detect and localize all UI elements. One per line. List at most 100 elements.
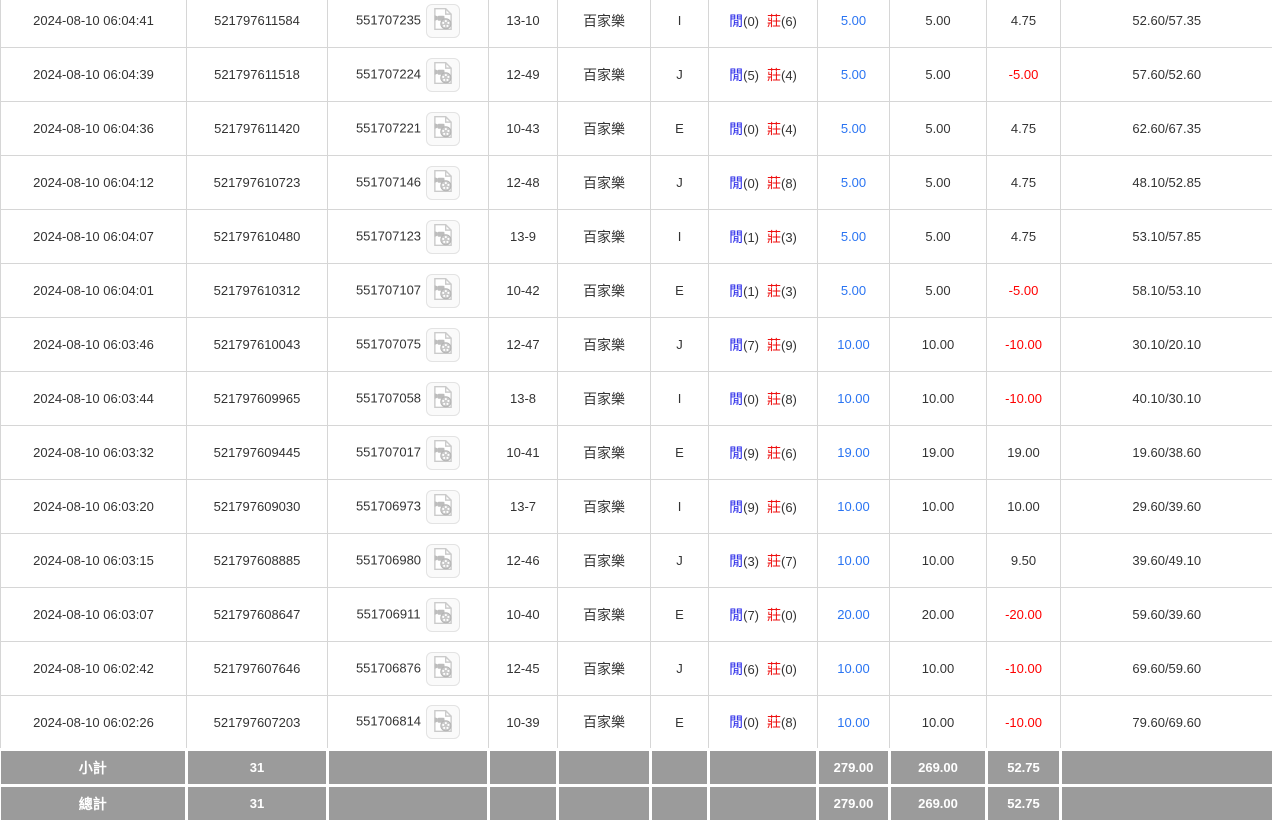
video-replay-button[interactable] [426,652,460,686]
game-result: 閒(0)莊(8) [709,696,818,750]
video-replay-button[interactable] [426,490,460,524]
subtotal-empty-cell [651,750,709,786]
seat-letter: E [651,426,709,480]
round-id: 551707075 [356,336,421,351]
valid-amount: 10.00 [890,642,987,696]
bet-time: 2024-08-10 06:03:15 [1,534,187,588]
bet-amount-link[interactable]: 5.00 [818,210,890,264]
bet-amount-link[interactable]: 10.00 [818,372,890,426]
subtotal-label: 小計 [1,750,187,786]
banker-points: (9) [781,338,797,353]
video-replay-button[interactable] [426,382,460,416]
round-cell: 551707221 [328,102,489,156]
win-loss: 4.75 [987,210,1061,264]
banker-label: 莊 [767,121,781,137]
bet-amount-link[interactable]: 10.00 [818,534,890,588]
player-points: (3) [743,554,759,569]
seat-letter: J [651,534,709,588]
banker-points: (3) [781,230,797,245]
round-id: 551706814 [356,713,421,728]
seat-letter: I [651,0,709,48]
valid-amount: 5.00 [890,0,987,48]
banker-label: 莊 [767,445,781,461]
video-replay-button[interactable] [426,58,460,92]
video-replay-button[interactable] [426,112,460,146]
bet-amount-link[interactable]: 5.00 [818,0,890,48]
video-replay-button[interactable] [426,328,460,362]
bet-id: 521797607646 [187,642,328,696]
banker-result: 莊(4) [767,122,797,137]
video-replay-button[interactable] [426,220,460,254]
bet-id: 521797611518 [187,48,328,102]
bet-id: 521797610043 [187,318,328,372]
round-cell: 551707075 [328,318,489,372]
seat-letter: I [651,480,709,534]
bet-amount-link[interactable]: 5.00 [818,264,890,318]
bet-id: 521797611584 [187,0,328,48]
bet-amount-link[interactable]: 20.00 [818,588,890,642]
game-result: 閒(0)莊(6) [709,0,818,48]
video-replay-button[interactable] [426,274,460,308]
bet-amount-link[interactable]: 10.00 [818,318,890,372]
player-label: 閒 [729,337,743,353]
table-round: 10-41 [489,426,558,480]
game-name: 百家樂 [558,534,651,588]
video-replay-button[interactable] [426,598,460,632]
subtotal-win-total: 52.75 [987,750,1061,786]
bet-amount-link[interactable]: 5.00 [818,156,890,210]
round-id: 551707123 [356,228,421,243]
bet-amount-link[interactable]: 5.00 [818,102,890,156]
round-id: 551706973 [356,498,421,513]
round-cell: 551707146 [328,156,489,210]
banker-points: (0) [781,608,797,623]
banker-points: (4) [781,122,797,137]
bet-time: 2024-08-10 06:04:12 [1,156,187,210]
bet-amount-link[interactable]: 10.00 [818,696,890,750]
table-row: 2024-08-10 06:03:15 521797608885 5517069… [1,534,1272,588]
round-id: 551707146 [356,174,421,189]
win-loss: 10.00 [987,480,1061,534]
video-replay-button[interactable] [426,705,460,739]
game-result: 閒(7)莊(9) [709,318,818,372]
video-replay-button[interactable] [426,4,460,38]
seat-letter: J [651,318,709,372]
bet-amount-link[interactable]: 10.00 [818,642,890,696]
table-round: 12-45 [489,642,558,696]
game-name: 百家樂 [558,642,651,696]
video-replay-icon [430,708,456,737]
video-replay-icon [430,168,456,197]
balance-after: 40.10/30.10 [1061,372,1272,426]
table-row: 2024-08-10 06:02:42 521797607646 5517068… [1,642,1272,696]
bet-amount-link[interactable]: 19.00 [818,426,890,480]
total-label: 總計 [1,786,187,822]
table-round: 10-40 [489,588,558,642]
table-round: 12-48 [489,156,558,210]
player-points: (0) [743,122,759,137]
win-loss: 4.75 [987,0,1061,48]
video-replay-button[interactable] [426,544,460,578]
table-row: 2024-08-10 06:02:26 521797607203 5517068… [1,696,1272,750]
video-replay-button[interactable] [426,436,460,470]
bet-amount-link[interactable]: 5.00 [818,48,890,102]
banker-label: 莊 [767,67,781,83]
subtotal-count: 31 [187,750,328,786]
player-points: (1) [743,230,759,245]
player-label: 閒 [729,499,743,515]
video-replay-icon [430,600,456,629]
video-replay-button[interactable] [426,166,460,200]
balance-after: 53.10/57.85 [1061,210,1272,264]
total-row: 總計 31 279.00 269.00 52.75 [1,786,1272,822]
banker-label: 莊 [767,13,781,29]
table-row: 2024-08-10 06:04:41 521797611584 5517072… [1,0,1272,48]
game-result: 閒(3)莊(7) [709,534,818,588]
player-result: 閒(9) [729,500,759,515]
banker-result: 莊(3) [767,284,797,299]
valid-amount: 10.00 [890,318,987,372]
player-result: 閒(6) [729,662,759,677]
round-id: 551706911 [356,606,420,621]
game-result: 閒(0)莊(4) [709,102,818,156]
bet-amount-link[interactable]: 10.00 [818,480,890,534]
player-points: (6) [743,662,759,677]
